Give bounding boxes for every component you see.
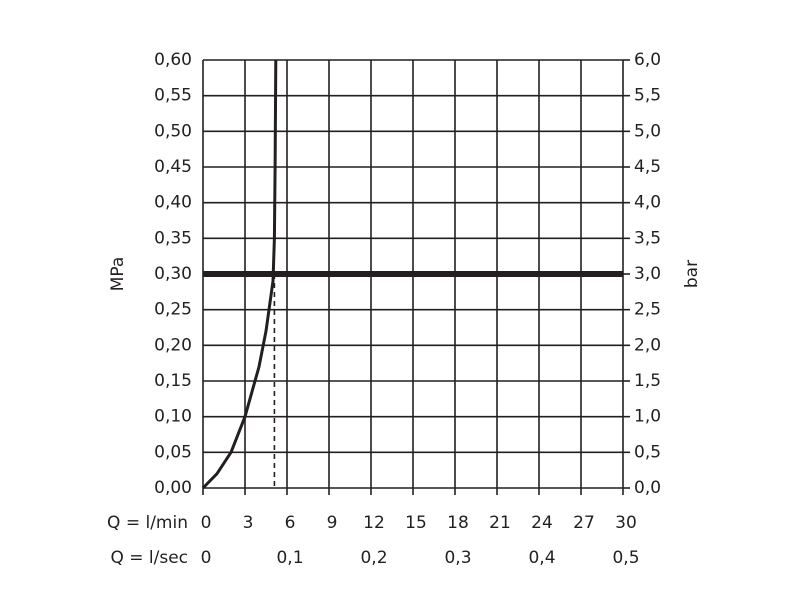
y-axis-label: MPa [108,257,128,292]
y-tick-label: 0,45 [154,157,192,177]
x2-tick-label: 0,4 [528,548,555,568]
y-tick-label: 0,20 [154,335,192,355]
y-tick-label: 0,25 [154,300,192,320]
x2-tick-label: 0,5 [612,548,639,568]
y-tick-label: 0,00 [154,478,192,498]
y2-tick-label: 0,0 [634,478,661,498]
y-tick-label: 0,55 [154,86,192,106]
y2-tick-label: 3,5 [634,228,661,248]
y2-tick-label: 4,5 [634,157,661,177]
x-tick-label: 18 [447,513,469,533]
x-tick-label: 9 [327,513,338,533]
y2-tick-label: 4,0 [634,193,661,213]
x-tick-label: 15 [405,513,427,533]
y2-tick-label: 1,0 [634,407,661,427]
y2-tick-label: 2,5 [634,300,661,320]
x2-tick-label: 0 [201,548,212,568]
y2-tick-label: 0,5 [634,442,661,462]
y2-tick-label: 2,0 [634,335,661,355]
x-tick-label: 12 [363,513,385,533]
x-tick-label: 0 [201,513,212,533]
x-tick-label: 6 [285,513,296,533]
y-tick-label: 0,50 [154,121,192,141]
x-axis-label: Q = l/min [107,513,188,533]
x-tick-label: 30 [615,513,637,533]
y-tick-label: 0,30 [154,264,192,284]
x2-tick-label: 0,1 [276,548,303,568]
y-tick-label: 0,10 [154,407,192,427]
x2-axis-label: Q = l/sec [110,548,188,568]
y-tick-label: 0,40 [154,193,192,213]
y2-tick-label: 5,5 [634,86,661,106]
y2-axis-label: bar [682,260,702,288]
y-tick-label: 0,60 [154,50,192,70]
y2-tick-label: 1,5 [634,371,661,391]
y-tick-label: 0,15 [154,371,192,391]
y-tick-label: 0,35 [154,228,192,248]
y-tick-label: 0,05 [154,442,192,462]
x-tick-label: 21 [489,513,511,533]
x-tick-label: 24 [531,513,553,533]
y2-tick-label: 3,0 [634,264,661,284]
x2-tick-label: 0,2 [360,548,387,568]
y2-tick-label: 5,0 [634,121,661,141]
x2-tick-label: 0,3 [444,548,471,568]
x-tick-label: 27 [573,513,595,533]
y2-tick-label: 6,0 [634,50,661,70]
data-line [201,59,278,490]
x-tick-label: 3 [243,513,254,533]
